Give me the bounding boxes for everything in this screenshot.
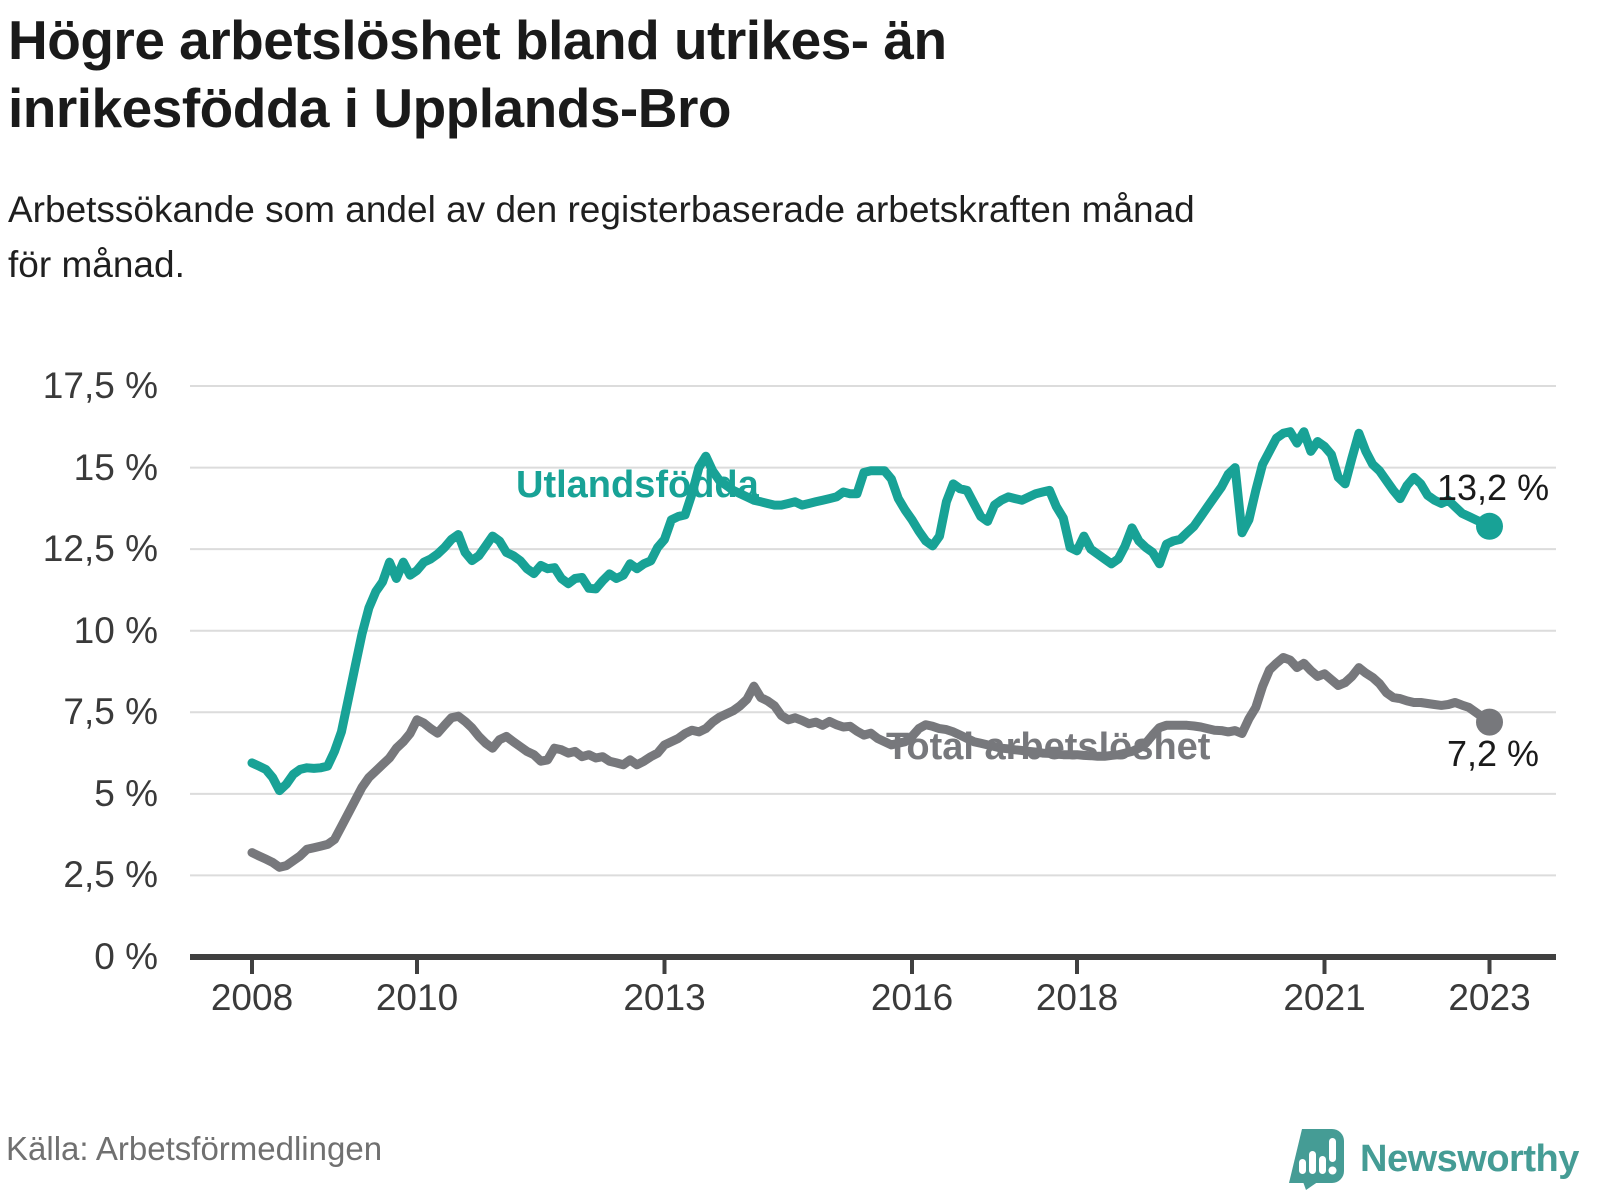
latest-value-total: 7,2 % <box>1447 733 1540 774</box>
chart-subtitle-line2: för månad. <box>8 244 185 285</box>
series-line <box>247 427 1494 796</box>
x-axis-label: 2008 <box>210 977 294 1018</box>
y-axis-label: 12,5 % <box>42 528 158 570</box>
chart-subtitle: Arbetssökande som andel av den registerb… <box>8 182 1568 292</box>
chart-title-line2: inrikesfödda i Upplands-Bro <box>8 77 731 139</box>
y-axis-label: 5 % <box>94 772 158 814</box>
series-label-utlandsfodda: Utlandsfödda <box>516 464 759 506</box>
newsworthy-logo-icon <box>1289 1129 1344 1190</box>
chart-subtitle-line1: Arbetssökande som andel av den registerb… <box>8 189 1195 230</box>
newsworthy-logo: Newsworthy <box>1288 1128 1579 1190</box>
chart-title: Högre arbetslöshet bland utrikes- än inr… <box>8 6 1288 142</box>
y-axis-label: 15 % <box>73 446 158 488</box>
series-end-dot <box>1476 512 1503 540</box>
newsworthy-logo-text: Newsworthy <box>1360 1137 1579 1180</box>
series-label-total-arbetsloshet: Total arbetslöshet <box>886 726 1211 768</box>
source-note: Källa: Arbetsförmedlingen <box>6 1130 383 1167</box>
x-axis-label: 2018 <box>1035 977 1119 1018</box>
y-axis-label: 17,5 % <box>42 365 158 406</box>
y-axis-label: 7,5 % <box>63 691 158 733</box>
x-axis-label: 2010 <box>375 977 459 1018</box>
x-axis-label: 2016 <box>870 977 954 1018</box>
y-axis-label: 0 % <box>94 936 158 977</box>
y-axis-label: 2,5 % <box>63 854 158 896</box>
x-axis-label: 2013 <box>623 977 706 1018</box>
series-end-dot <box>1476 708 1503 736</box>
chart-title-line1: Högre arbetslöshet bland utrikes- än <box>8 9 947 71</box>
y-axis-label: 10 % <box>73 609 158 651</box>
series-line <box>247 653 1494 872</box>
x-axis-label: 2021 <box>1283 977 1366 1018</box>
latest-value-utlandsfodda: 13,2 % <box>1437 467 1550 508</box>
x-axis-label: 2023 <box>1448 977 1531 1018</box>
